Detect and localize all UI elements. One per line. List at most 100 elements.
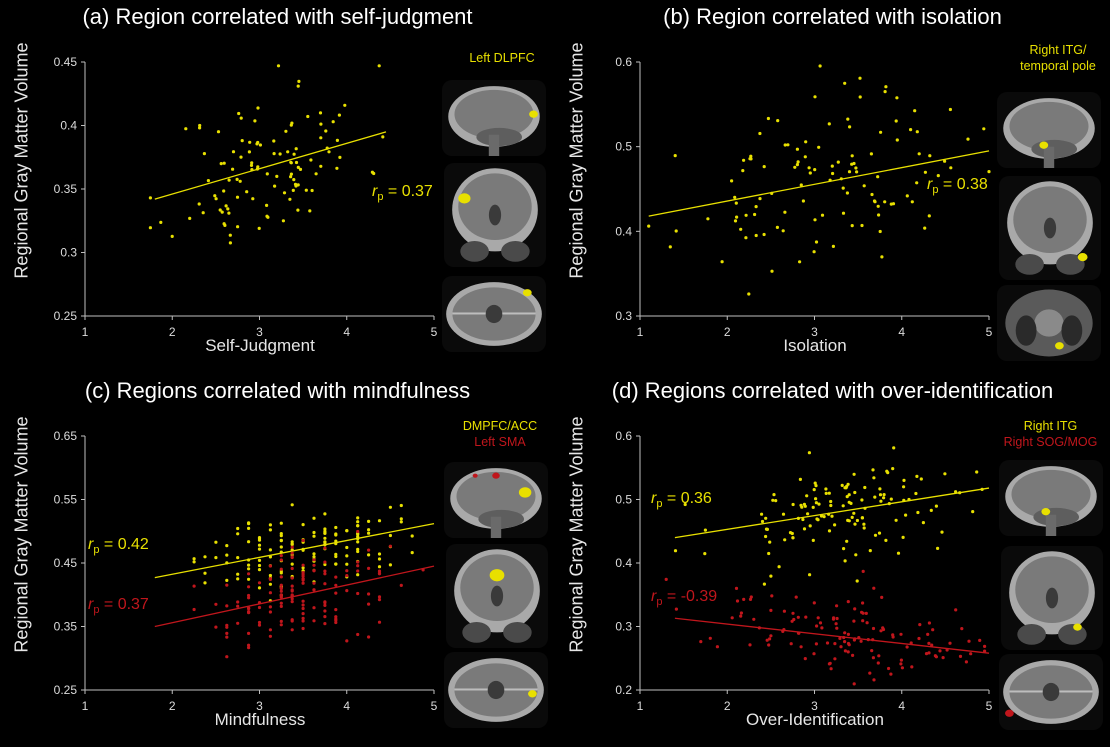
data-point [830,514,834,518]
data-point [852,682,856,686]
data-point [902,478,906,482]
brain-shape [456,471,536,521]
data-point [312,534,316,538]
data-point [388,544,392,548]
data-point [850,154,854,158]
data-point [847,170,852,174]
data-point [782,609,786,613]
data-point [247,563,251,567]
data-point [236,572,240,576]
data-point [247,643,251,647]
data-point [739,614,743,618]
data-point [257,620,262,625]
data-point [247,526,251,530]
data-point [876,175,880,179]
data-point [148,196,152,200]
data-point [846,650,850,654]
data-point [284,129,288,133]
data-point [203,571,207,575]
data-point [927,214,931,218]
data-point [814,497,818,501]
data-point [377,565,382,569]
trend-line [674,617,990,654]
data-point [812,652,816,656]
data-point [872,476,876,480]
data-point [800,505,804,509]
data-point [334,615,338,619]
data-point [817,502,821,506]
data-point [213,194,217,198]
data-point [225,583,229,587]
data-point [335,138,339,142]
y-tick-label: 0.35 [54,182,78,196]
data-point [919,477,923,481]
data-point [814,501,818,505]
data-point [754,233,758,238]
data-point [312,588,316,592]
y-tick-label: 0.3 [60,246,77,260]
brain-shape [476,127,523,147]
data-point [377,598,382,602]
data-point [904,513,908,517]
data-point [228,233,232,237]
data-point [813,95,817,99]
x-tick-label: 3 [256,325,263,339]
x-tick-label: 5 [986,699,993,713]
data-point [301,626,305,631]
data-point [860,610,864,614]
data-point [801,199,805,203]
data-point [309,158,313,162]
data-point [257,547,262,551]
region-label: Right ITG/temporal pole [1020,43,1096,73]
data-point [247,585,251,589]
data-point [399,503,403,508]
y-tick-label: 0.6 [615,55,632,69]
data-point [356,573,360,577]
data-point [730,616,734,620]
data-point [873,495,877,499]
data-point [842,547,846,551]
data-point [865,621,869,625]
data-point [876,661,880,665]
data-point [257,605,262,610]
data-point [895,138,899,142]
data-point [334,552,338,556]
brain-sagittal-image [997,92,1101,168]
data-point [290,576,294,580]
data-point [312,606,316,610]
data-point [312,619,316,623]
data-point [758,131,762,136]
data-point [367,528,371,532]
data-point [918,623,922,627]
data-point [795,147,799,151]
data-point [279,545,283,549]
data-point [279,586,283,590]
brain-slice [997,285,1101,361]
data-point [805,494,809,498]
data-point [708,636,712,640]
data-point [781,512,786,516]
data-point [879,130,883,134]
data-point [762,165,766,169]
data-point [861,601,865,605]
x-axis-label: Over-Identification [746,710,884,729]
data-point [847,500,851,504]
data-point [192,560,196,564]
scatter-plot: 0.25 0.35 0.45 0.55 0.65 1 2 3 4 5 [54,429,438,713]
y-tick-label: 0.25 [54,309,78,323]
data-point [754,205,758,209]
brain-slice [999,460,1103,536]
data-point [279,583,283,587]
data-point [345,639,349,643]
trend-line [154,565,435,628]
data-point [377,620,382,624]
data-point [880,255,884,259]
data-point [749,154,753,158]
data-point [367,635,371,639]
data-point [268,628,272,632]
data-point [816,616,820,620]
data-point [813,168,817,172]
brain-shape [1061,315,1083,346]
data-point [327,150,331,154]
data-point [850,224,854,228]
